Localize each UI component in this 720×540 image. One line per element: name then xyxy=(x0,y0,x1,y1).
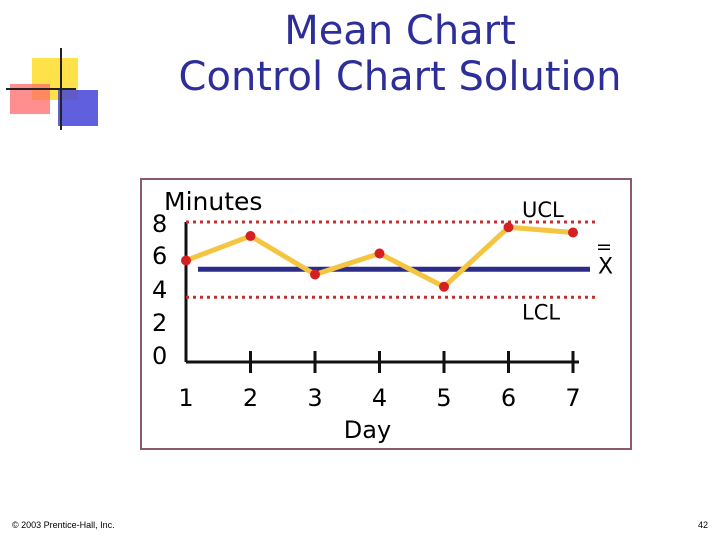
mean-label: X xyxy=(598,254,613,279)
page-number: 42 xyxy=(697,520,708,530)
x-tick-label: 1 xyxy=(178,384,193,412)
copyright: © 2003 Prentice-Hall, Inc. xyxy=(12,520,115,530)
y-tick-label: 4 xyxy=(152,276,167,304)
y-axis-title: Minutes xyxy=(164,187,262,216)
x-tick-label: 2 xyxy=(243,384,258,412)
data-point xyxy=(439,281,449,292)
ucl-label: UCL xyxy=(522,198,564,222)
x-tick-label: 7 xyxy=(565,384,580,412)
x-tick-label: 6 xyxy=(501,384,516,412)
y-tick-label: 2 xyxy=(152,309,167,337)
y-tick-label: 8 xyxy=(152,210,167,238)
y-tick-label: 0 xyxy=(152,342,167,370)
slide-title: Mean Chart Control Chart Solution xyxy=(150,8,650,100)
x-tick-label: 4 xyxy=(372,384,387,412)
chart-panel: Minutes 8 6 4 2 0 1 2 3 4 5 6 7 Day UCL LCL X xyxy=(140,178,632,450)
deco-blue-square xyxy=(58,90,98,126)
x-tick-label: 3 xyxy=(307,384,322,412)
x-axis-title: Day xyxy=(344,416,391,444)
data-point xyxy=(181,255,191,266)
deco-horizontal-line xyxy=(6,88,76,90)
x-tick-label: 5 xyxy=(436,384,451,412)
lcl-label: LCL xyxy=(522,300,560,324)
data-point xyxy=(503,222,514,233)
slide-title-line-2: Control Chart Solution xyxy=(178,54,622,100)
data-point xyxy=(245,231,256,241)
data-point xyxy=(310,269,320,280)
data-point xyxy=(568,227,578,238)
data-point xyxy=(374,248,385,259)
y-tick-label: 6 xyxy=(152,242,167,270)
slide-title-line-1: Mean Chart xyxy=(284,8,516,54)
corner-decoration xyxy=(6,48,98,130)
